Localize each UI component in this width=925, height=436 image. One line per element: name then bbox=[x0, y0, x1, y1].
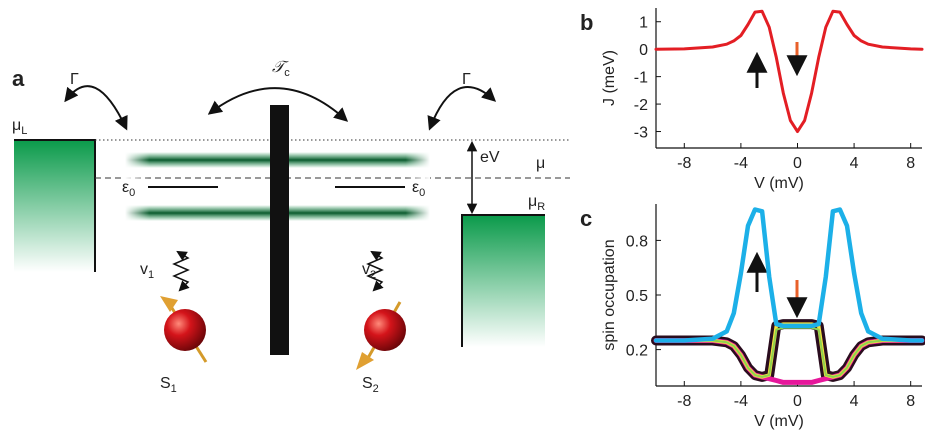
diagram-label: S2 bbox=[362, 375, 379, 395]
diagram-label: S1 bbox=[160, 375, 177, 395]
x-axis-label: V (mV) bbox=[754, 413, 804, 430]
y-tick-label: 1 bbox=[639, 15, 648, 32]
spin-head bbox=[160, 296, 178, 312]
data-line bbox=[656, 341, 922, 383]
lead-right bbox=[462, 215, 545, 347]
x-tick-label: 0 bbox=[793, 393, 802, 410]
data-line bbox=[656, 324, 922, 377]
diagram-label: eV bbox=[480, 149, 500, 166]
y-tick-label: -1 bbox=[634, 70, 648, 87]
figure: a ΓΓ𝒯cμLμRμeVε0ε0v1v2S1S2 -3-2-101-8-404… bbox=[0, 0, 925, 436]
label-text: ε bbox=[122, 179, 129, 196]
y-tick-label: 0.2 bbox=[626, 343, 648, 360]
tunnel-arrow bbox=[66, 86, 126, 128]
panel-label: a bbox=[12, 66, 25, 91]
diagram-label: μL bbox=[12, 117, 27, 137]
vibration bbox=[174, 252, 188, 290]
diagram-label: 𝒯c bbox=[272, 59, 290, 79]
x-tick-label: 0 bbox=[793, 155, 802, 172]
label-sub: c bbox=[284, 67, 290, 79]
label-sub: 2 bbox=[370, 269, 376, 281]
x-tick-label: 8 bbox=[906, 393, 915, 410]
spin-sphere bbox=[164, 309, 206, 351]
barrier bbox=[270, 105, 289, 355]
data-line bbox=[656, 328, 922, 377]
spin-sphere bbox=[364, 309, 406, 351]
label-text: v bbox=[140, 261, 148, 278]
label-text: Γ bbox=[462, 71, 471, 88]
x-tick-label: -4 bbox=[734, 155, 748, 172]
data-line bbox=[656, 324, 922, 377]
y-tick-label: -2 bbox=[634, 97, 648, 114]
label-sub: 0 bbox=[419, 187, 425, 199]
panel-label: b bbox=[580, 10, 593, 35]
label-sub: 2 bbox=[373, 383, 379, 395]
y-axis-label: spin occupation bbox=[601, 239, 618, 350]
label-text: S bbox=[362, 375, 373, 392]
label-sub: R bbox=[537, 201, 545, 213]
label-text: μ bbox=[528, 193, 537, 210]
label-sub: L bbox=[21, 125, 27, 137]
y-tick-label: 0.8 bbox=[626, 233, 648, 250]
label-sub: 1 bbox=[171, 383, 177, 395]
label-text: eV bbox=[480, 149, 500, 166]
label-text: Γ bbox=[70, 71, 79, 88]
data-line bbox=[656, 11, 922, 131]
tunnel-arrow bbox=[430, 87, 494, 128]
label-text: v bbox=[362, 261, 370, 278]
y-axis-label: J (meV) bbox=[601, 50, 618, 106]
y-tick-label: 0 bbox=[639, 42, 648, 59]
label-text: S bbox=[160, 375, 171, 392]
x-tick-label: -4 bbox=[734, 393, 748, 410]
diagram-label: Γ bbox=[70, 71, 79, 88]
label-sub: 1 bbox=[148, 269, 154, 281]
lead-left bbox=[14, 140, 95, 272]
panel-label: c bbox=[580, 206, 592, 231]
diagram-label: v1 bbox=[140, 261, 154, 281]
x-tick-label: 8 bbox=[906, 155, 915, 172]
diagram-label: v2 bbox=[362, 261, 376, 281]
x-axis-label: V (mV) bbox=[754, 175, 804, 192]
x-tick-label: -8 bbox=[677, 155, 691, 172]
label-text: ε bbox=[412, 179, 419, 196]
diagram-label: μR bbox=[528, 193, 545, 213]
diagram-label: Γ bbox=[462, 71, 471, 88]
label-text: μ bbox=[12, 117, 21, 134]
label-sub: 0 bbox=[129, 187, 135, 199]
x-tick-label: 4 bbox=[850, 393, 859, 410]
x-tick-label: 4 bbox=[850, 155, 859, 172]
x-tick-label: -8 bbox=[677, 393, 691, 410]
y-tick-label: -3 bbox=[634, 125, 648, 142]
label-text: μ bbox=[536, 155, 545, 172]
y-tick-label: 0.5 bbox=[626, 288, 648, 305]
diagram-label: μ bbox=[536, 155, 545, 172]
